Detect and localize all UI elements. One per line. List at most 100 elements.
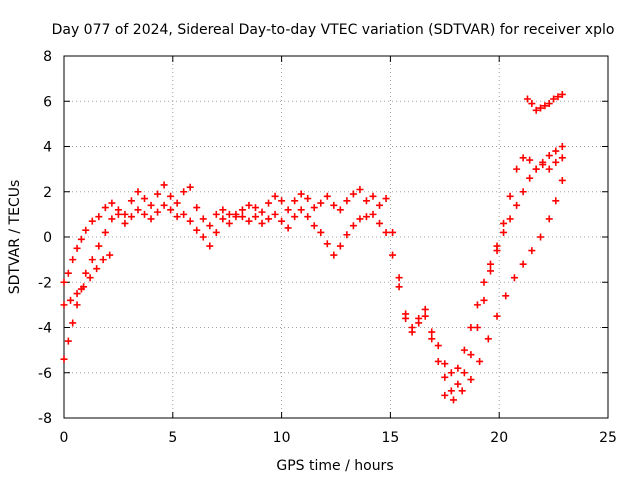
data-point-track-a [513,165,521,173]
data-point-track-d [558,90,566,98]
data-point-track-b [519,188,527,196]
data-point-track-c [93,265,101,273]
data-point-track-b [167,206,175,214]
data-point-track-c [99,256,107,264]
data-point-track-b [434,342,442,350]
data-point-track-a [486,267,494,275]
data-point-track-b [473,301,481,309]
data-point-track-b [486,260,494,268]
x-tick-label: 10 [273,430,291,446]
data-point-track-b [349,222,357,230]
data-point-track-b [180,210,188,218]
data-point-track-b [186,217,194,225]
data-point-track-a [362,197,370,205]
data-point-track-a [193,204,201,212]
data-point-track-c [510,274,518,282]
data-point-track-a [323,192,331,200]
data-point-track-b [193,226,201,234]
data-point-track-a [121,210,129,218]
data-point-track-a [506,192,514,200]
data-point-track-a [467,351,475,359]
data-point-track-b [330,251,338,259]
grid-lines [64,56,608,418]
data-point-track-b [238,213,246,221]
y-tick-label: -2 [38,275,52,291]
data-point-track-b [506,215,514,223]
data-point-track-b [251,213,259,221]
data-point-track-a [88,217,96,225]
data-point-track-b [141,210,149,218]
y-tick-labels: -8 -6 -4 -2 0 2 4 6 8 [38,49,52,427]
data-point-track-a [101,204,109,212]
data-point-track-a [278,197,286,205]
data-point-track-b [271,210,279,218]
data-point-track-a [154,190,162,198]
data-point-track-c [558,176,566,184]
data-point-track-a [167,192,175,200]
data-point-track-c [476,357,484,365]
data-point-track-a [356,185,364,193]
data-point-track-a [73,244,81,252]
data-point-track-b [552,158,560,166]
data-point-track-b [382,228,390,236]
data-point-track-a [245,201,253,209]
data-point-track-a [127,197,135,205]
data-point-track-b [108,215,116,223]
data-point-track-b [154,208,162,216]
data-point-track-b [64,337,72,345]
data-point-track-b [310,222,318,230]
data-point-track-b [415,319,423,327]
data-point-track-b [441,360,449,368]
data-point-track-c [545,215,553,223]
data-point-track-a [238,206,246,214]
data-point-track-a [199,215,207,223]
data-point-track-a [212,210,220,218]
data-point-track-b [60,355,68,363]
data-point-track-b [336,242,344,250]
data-point-track-a [225,210,233,218]
data-point-track-b [82,269,90,277]
data-point-track-a [297,190,305,198]
data-point-track-c [537,233,545,241]
data-point-track-c [458,387,466,395]
data-point-track-c [502,292,510,300]
data-point-track-a [134,188,142,196]
data-point-track-b [317,228,325,236]
data-point-track-a [460,369,468,377]
data-point-track-c [73,290,81,298]
x-tick-label: 25 [599,430,617,446]
data-point-track-b [69,319,77,327]
data-point-track-b [206,242,214,250]
data-point-track-b [356,215,364,223]
x-tick-label: 0 [60,430,69,446]
data-point-track-c [528,247,536,255]
data-point-track-b [258,219,266,227]
chart-title: Day 077 of 2024, Sidereal Day-to-day VTE… [52,22,615,38]
data-point-track-a [82,226,90,234]
data-point-track-c [519,260,527,268]
data-point-track-b [447,369,455,377]
data-point-track-b [265,215,273,223]
data-point-track-d [523,95,531,103]
data-points [60,90,566,404]
data-point-track-d [550,95,558,103]
data-point-track-d [532,106,540,114]
y-tick-label: -6 [38,366,52,382]
y-tick-label: 0 [43,230,52,246]
data-point-track-c [441,391,449,399]
data-point-track-b [284,224,292,232]
data-point-track-b [428,328,436,336]
data-point-track-a [395,274,403,282]
y-tick-label: 2 [43,185,52,201]
data-point-track-b [376,219,384,227]
data-point-track-b [369,210,377,218]
data-point-track-b [291,213,299,221]
data-point-track-c [67,296,75,304]
data-point-track-b [532,165,540,173]
data-point-track-a [77,235,85,243]
data-point-track-a [291,197,299,205]
data-point-track-a [545,152,553,160]
data-point-track-d [541,102,549,110]
data-point-track-a [304,195,312,203]
